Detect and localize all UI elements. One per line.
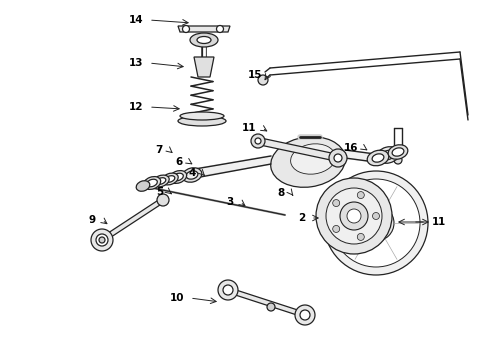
Circle shape [91, 229, 113, 251]
Text: 8: 8 [278, 188, 285, 198]
Circle shape [358, 205, 394, 241]
Ellipse shape [367, 150, 389, 166]
Ellipse shape [376, 147, 400, 163]
Ellipse shape [186, 171, 198, 179]
Circle shape [217, 26, 223, 32]
Polygon shape [227, 288, 306, 318]
Text: 6: 6 [176, 157, 183, 167]
Ellipse shape [372, 154, 384, 162]
Circle shape [329, 149, 347, 167]
Text: 14: 14 [128, 15, 143, 25]
Circle shape [333, 199, 340, 207]
Circle shape [258, 75, 268, 85]
Ellipse shape [172, 173, 183, 181]
Text: 2: 2 [298, 213, 305, 223]
Text: 15: 15 [247, 70, 262, 80]
Ellipse shape [190, 33, 218, 47]
Ellipse shape [178, 116, 226, 126]
Ellipse shape [388, 145, 408, 159]
Ellipse shape [381, 150, 395, 160]
Text: 12: 12 [128, 102, 143, 112]
Ellipse shape [165, 176, 175, 182]
Circle shape [182, 26, 190, 32]
Ellipse shape [392, 148, 404, 156]
Ellipse shape [147, 179, 157, 187]
Ellipse shape [180, 112, 224, 120]
Circle shape [394, 156, 402, 164]
Ellipse shape [182, 168, 202, 182]
Text: 9: 9 [89, 215, 96, 225]
Text: 7: 7 [156, 145, 163, 155]
Polygon shape [178, 26, 230, 32]
Ellipse shape [153, 175, 169, 187]
Ellipse shape [291, 144, 335, 174]
Circle shape [326, 188, 382, 244]
Circle shape [334, 154, 342, 162]
Text: 16: 16 [343, 143, 358, 153]
Text: 4: 4 [189, 168, 196, 178]
Text: 1: 1 [432, 217, 439, 227]
Text: 5: 5 [156, 187, 163, 197]
Circle shape [316, 178, 392, 254]
Text: 13: 13 [128, 58, 143, 68]
Circle shape [255, 138, 261, 144]
Circle shape [96, 234, 108, 246]
Text: 10: 10 [170, 293, 184, 303]
Ellipse shape [156, 178, 166, 184]
Circle shape [300, 310, 310, 320]
Polygon shape [194, 57, 214, 77]
Circle shape [372, 212, 379, 220]
Circle shape [324, 171, 428, 275]
Text: 11: 11 [242, 123, 256, 133]
Ellipse shape [197, 36, 211, 44]
Text: 1: 1 [438, 217, 445, 227]
Circle shape [357, 233, 364, 240]
Circle shape [357, 192, 364, 199]
Polygon shape [257, 138, 339, 161]
Circle shape [295, 305, 315, 325]
Circle shape [366, 213, 386, 233]
Circle shape [218, 280, 238, 300]
Circle shape [251, 134, 265, 148]
Circle shape [333, 225, 340, 233]
Circle shape [340, 202, 368, 230]
Ellipse shape [170, 171, 187, 184]
Ellipse shape [162, 173, 178, 185]
Ellipse shape [143, 176, 161, 189]
Ellipse shape [136, 181, 150, 191]
Text: 3: 3 [227, 197, 234, 207]
Ellipse shape [270, 137, 345, 187]
Circle shape [267, 303, 275, 311]
Circle shape [332, 179, 420, 267]
Circle shape [99, 237, 105, 243]
Circle shape [347, 209, 361, 223]
Circle shape [223, 285, 233, 295]
Polygon shape [100, 198, 164, 242]
Circle shape [157, 194, 169, 206]
